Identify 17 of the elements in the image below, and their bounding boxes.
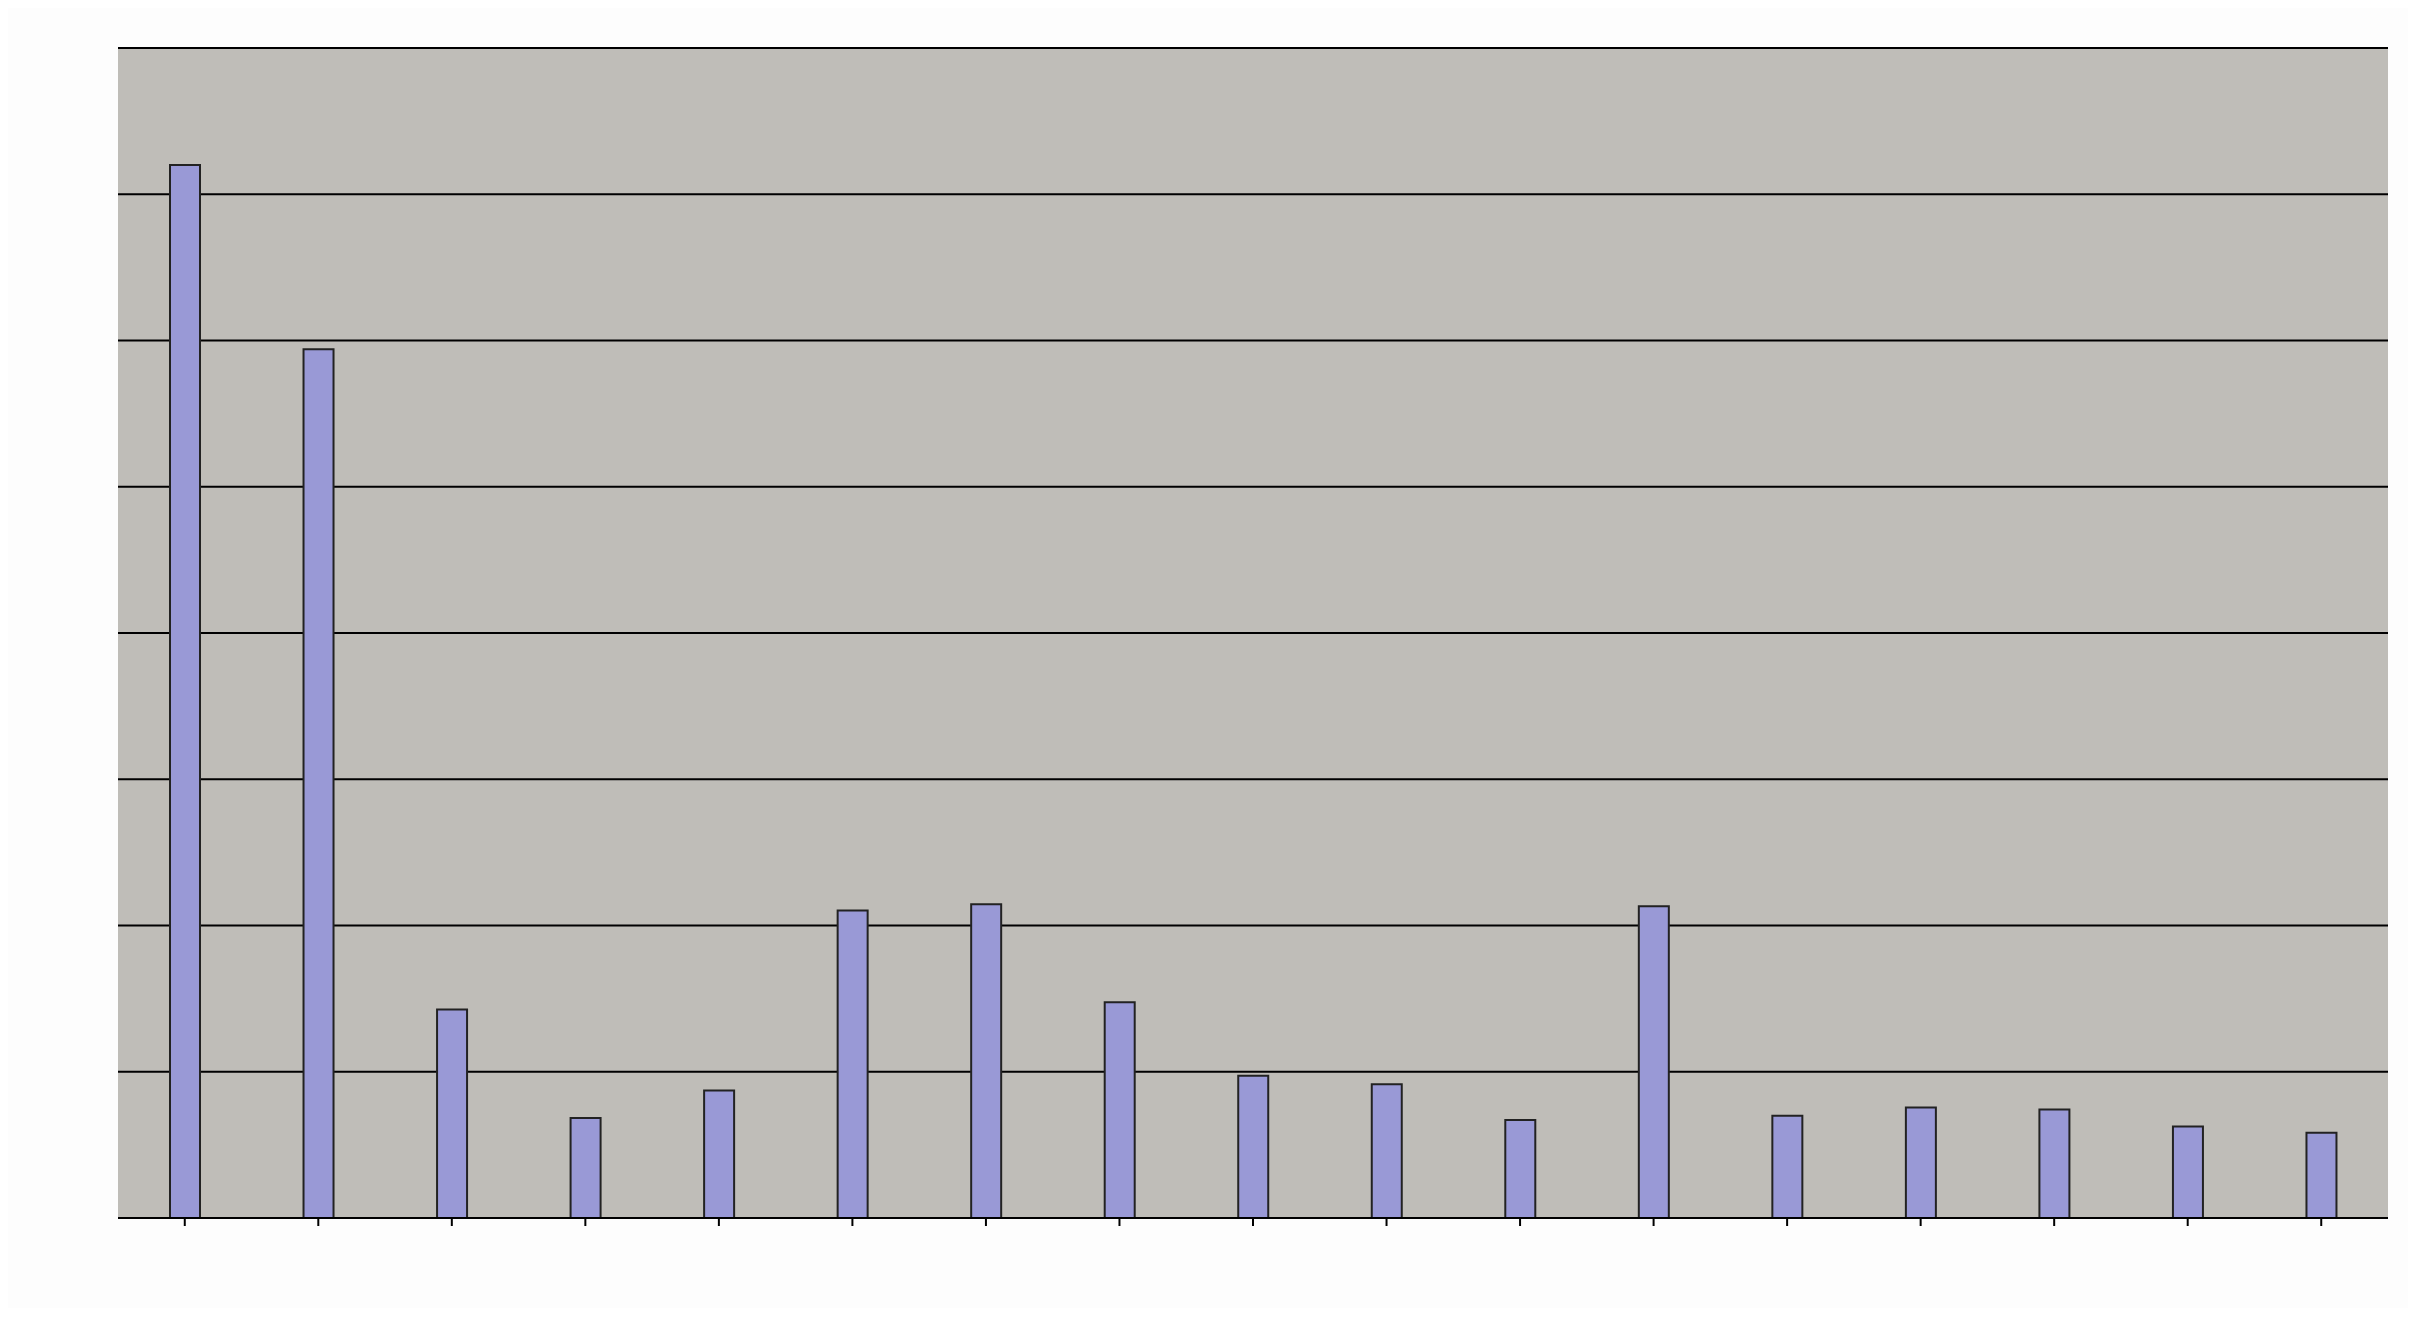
bar	[1370, 1083, 1403, 1219]
bar	[970, 903, 1003, 1219]
bar	[2038, 1108, 2071, 1219]
bar	[436, 1008, 469, 1219]
bar	[169, 164, 201, 1219]
bar	[1904, 1106, 1937, 1219]
bar	[1237, 1074, 1270, 1219]
bar	[1637, 905, 1670, 1219]
bar	[1103, 1001, 1136, 1219]
bar	[836, 909, 869, 1219]
bar	[1504, 1119, 1537, 1219]
bar	[2171, 1125, 2204, 1219]
bar	[569, 1116, 602, 1219]
bar	[302, 348, 335, 1219]
bar	[703, 1089, 736, 1219]
bar	[2305, 1131, 2338, 1219]
bar	[1771, 1114, 1804, 1219]
